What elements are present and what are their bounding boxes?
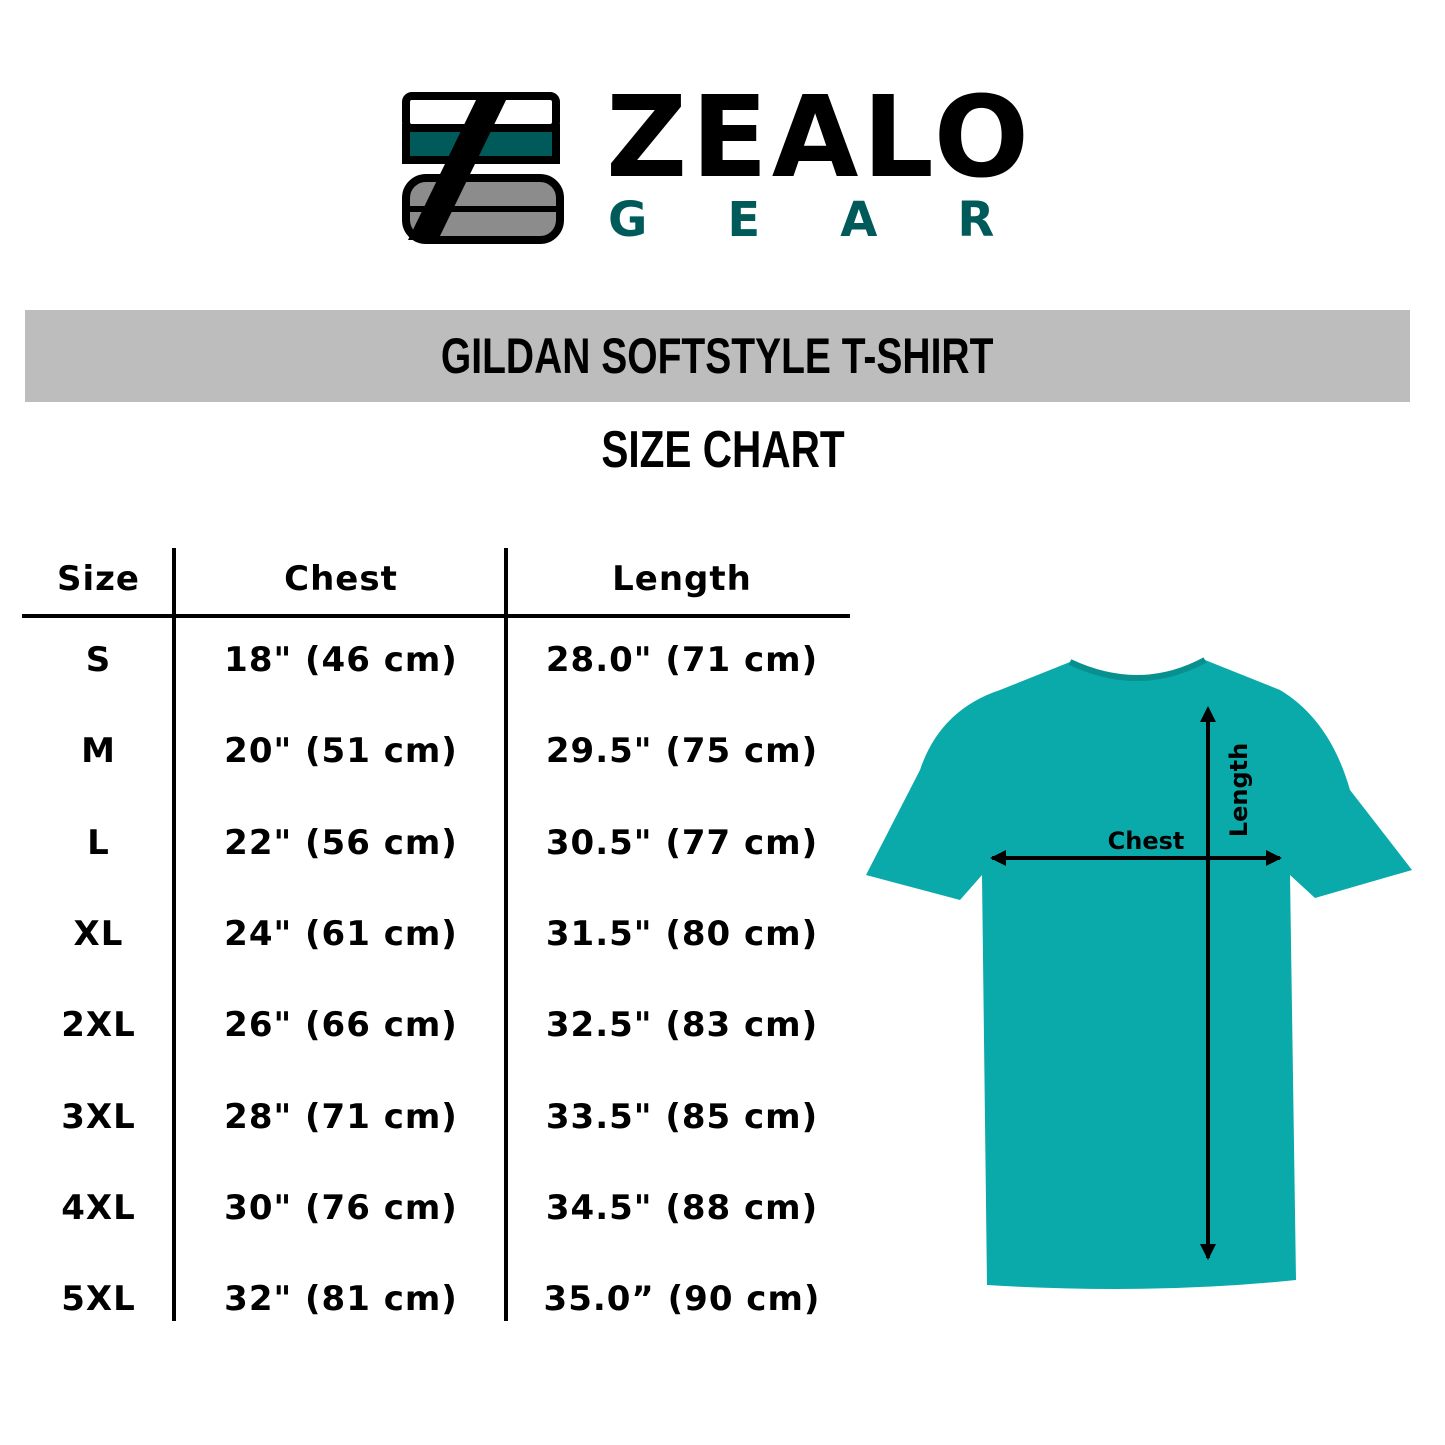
length-cell: 28.0" (71 cm) xyxy=(545,640,819,680)
tshirt-diagram: Chest Length xyxy=(866,657,1412,1289)
length-cell: 30.5" (77 cm) xyxy=(545,822,819,863)
logo-subtext: GEAR xyxy=(608,192,1075,248)
size-chart-heading: SIZE CHART xyxy=(0,420,1445,480)
length-label: Length xyxy=(1225,743,1253,837)
logo-wordmark: ZEALO xyxy=(606,73,1033,203)
chest-cell: 18" (46 cm) xyxy=(224,640,458,680)
column-divider xyxy=(504,548,508,1321)
size-chart-title: SIZE CHART xyxy=(600,421,845,479)
size-cell: 4XL xyxy=(61,1187,136,1228)
size-cell: 2XL xyxy=(61,1005,136,1046)
length-cell: 35.0” (90 cm) xyxy=(543,1279,821,1320)
chest-cell: 32" (81 cm) xyxy=(224,1279,458,1320)
size-cell: 3XL xyxy=(61,1096,136,1137)
product-title: GILDAN SOFTSTYLE T-SHIRT xyxy=(441,328,994,384)
header-rule xyxy=(22,614,850,618)
chest-cell: 30" (76 cm) xyxy=(224,1187,458,1228)
chest-cell: 26" (66 cm) xyxy=(224,1005,458,1046)
chest-cell: 24" (61 cm) xyxy=(224,913,458,954)
chest-label: Chest xyxy=(1108,827,1185,855)
size-cell: L xyxy=(87,822,110,863)
zealo-logo-mark xyxy=(402,92,564,244)
size-cell: 5XL xyxy=(61,1279,136,1320)
length-cell: 34.5" (88 cm) xyxy=(545,1187,819,1228)
chest-cell: 22" (56 cm) xyxy=(224,822,458,863)
length-cell: 31.5" (80 cm) xyxy=(545,913,819,954)
header-size: Size xyxy=(57,559,140,599)
product-banner: GILDAN SOFTSTYLE T-SHIRT xyxy=(25,310,1410,402)
length-cell: 33.5" (85 cm) xyxy=(545,1096,819,1137)
length-cell: 29.5" (75 cm) xyxy=(545,731,819,772)
size-cell: S xyxy=(85,640,112,680)
size-cell: M xyxy=(81,731,116,772)
tshirt-shape xyxy=(866,660,1412,1289)
column-divider xyxy=(172,548,176,1321)
chest-cell: 28" (71 cm) xyxy=(224,1096,458,1137)
length-cell: 32.5" (83 cm) xyxy=(545,1005,819,1046)
header-chest: Chest xyxy=(284,559,398,599)
header-length: Length xyxy=(612,559,752,599)
size-cell: XL xyxy=(73,913,124,954)
chest-cell: 20" (51 cm) xyxy=(224,731,458,772)
